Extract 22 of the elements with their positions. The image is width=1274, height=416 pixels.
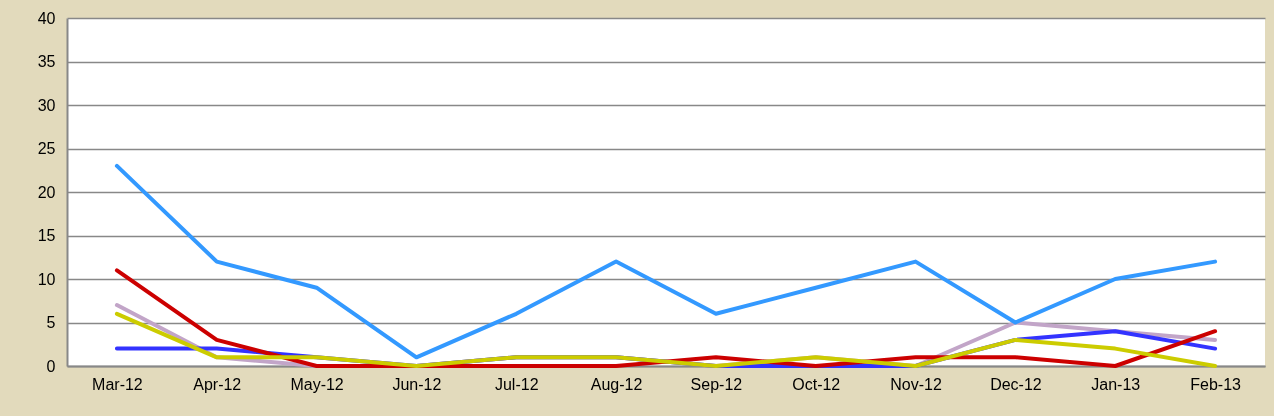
y-tick-label: 15: [37, 227, 56, 244]
y-tick-label: 35: [37, 53, 56, 70]
x-tick-label: Jun-12: [392, 375, 442, 393]
x-tick-label: Jan-13: [1091, 375, 1141, 393]
x-tick-label: Feb-13: [1190, 375, 1242, 393]
y-tick-label: 10: [37, 270, 56, 288]
x-tick-label: Oct-12: [792, 375, 841, 393]
y-tick-label: 40: [37, 9, 56, 27]
x-tick-label: Mar-12: [92, 375, 143, 393]
y-tick-label: 0: [46, 357, 56, 375]
x-tick-label: Nov-12: [890, 375, 942, 393]
y-tick-label: 30: [37, 96, 56, 114]
y-tick-label: 25: [37, 140, 56, 157]
line-series: [114, 163, 1218, 360]
x-tick-label: Apr-12: [193, 375, 242, 393]
x-tick-label: May-12: [290, 375, 344, 393]
y-tick-label: 20: [37, 183, 56, 201]
x-tick-label: Sep-12: [690, 375, 743, 393]
y-tick-label: 5: [46, 314, 56, 331]
x-tick-label: Aug-12: [590, 375, 643, 393]
x-tick-label: Dec-12: [990, 375, 1042, 393]
x-tick-label: Jul-12: [494, 375, 539, 393]
